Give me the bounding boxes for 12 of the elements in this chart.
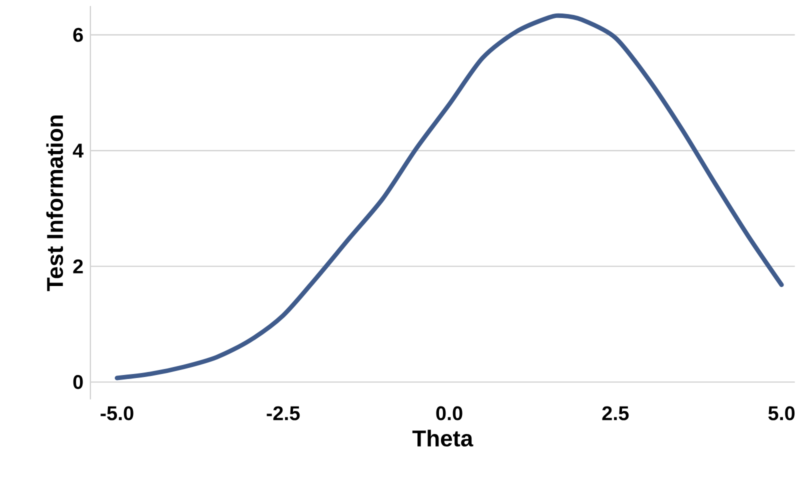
- x-tick-label: -2.5: [266, 406, 300, 420]
- y-axis-title: Test Information: [46, 115, 64, 292]
- y-tick-label: 0: [73, 375, 83, 390]
- line-series: [114, 13, 784, 380]
- x-tick-label: 2.5: [602, 406, 629, 420]
- x-tick-label: 0.0: [436, 406, 462, 420]
- x-tick-label: -5.0: [100, 406, 134, 420]
- x-tick-label: 5.0: [768, 406, 795, 420]
- x-axis-title: Theta: [412, 430, 474, 447]
- y-tick-label: 2: [73, 259, 83, 274]
- y-tick-label: 4: [72, 144, 84, 158]
- y-tick-label: 6: [73, 28, 83, 42]
